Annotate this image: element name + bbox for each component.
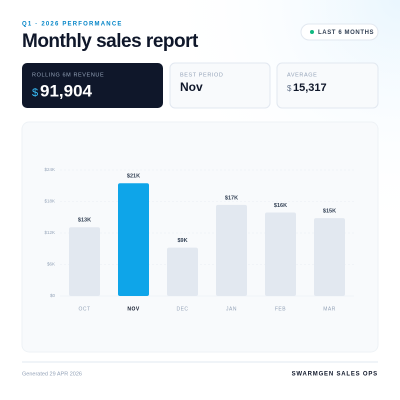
x-tick-label: MAR (323, 306, 336, 312)
value-label: $17K (225, 195, 238, 201)
badge-text: LAST 6 MONTHS (318, 30, 374, 36)
x-tick-label: FEB (275, 306, 286, 312)
bar (216, 204, 247, 296)
card-label: AVERAGE (287, 72, 317, 78)
card-value: Nov (180, 80, 203, 94)
y-tick-label: $24K (44, 167, 55, 172)
badge-dot (310, 30, 314, 34)
value-label: $16K (274, 203, 287, 209)
card-value: 91,904 (40, 81, 93, 100)
x-tick-label: NOV (127, 306, 140, 312)
value-label: $9K (177, 238, 187, 244)
y-tick-label: $0 (50, 293, 56, 298)
footer-generated: Generated 29 APR 2026 (22, 371, 82, 377)
badge (300, 23, 379, 41)
title: Monthly sales report (22, 31, 199, 52)
kicker: Q1 · 2026 PERFORMANCE (22, 22, 123, 28)
bar (167, 247, 198, 296)
footer-brand: SWARMGEN SALES OPS (292, 372, 378, 378)
y-tick-label: $18K (44, 199, 55, 204)
y-tick-label: $6K (47, 262, 55, 267)
bar (314, 218, 345, 296)
bar (69, 227, 100, 296)
card (169, 62, 271, 109)
card-currency: $ (32, 87, 38, 99)
card-label: BEST PERIOD (180, 72, 223, 78)
bar (118, 183, 149, 296)
card (22, 63, 163, 108)
card-value: 15,317 (293, 82, 327, 94)
value-label: $15K (323, 209, 336, 215)
card-currency: $ (287, 84, 292, 93)
y-tick-label: $12K (44, 230, 55, 235)
card (276, 62, 379, 109)
x-tick-label: JAN (226, 306, 237, 312)
value-label: $21K (127, 174, 140, 180)
x-tick-label: OCT (78, 306, 90, 312)
bar (265, 212, 296, 296)
plot: $0 $6K $12K $18K $24K $13K OCT $21K NOV $9K DEC $17… (44, 167, 354, 312)
x-tick-label: DEC (176, 306, 188, 312)
card-label: ROLLING 6M REVENUE (32, 72, 104, 78)
value-label: $13K (78, 218, 91, 224)
